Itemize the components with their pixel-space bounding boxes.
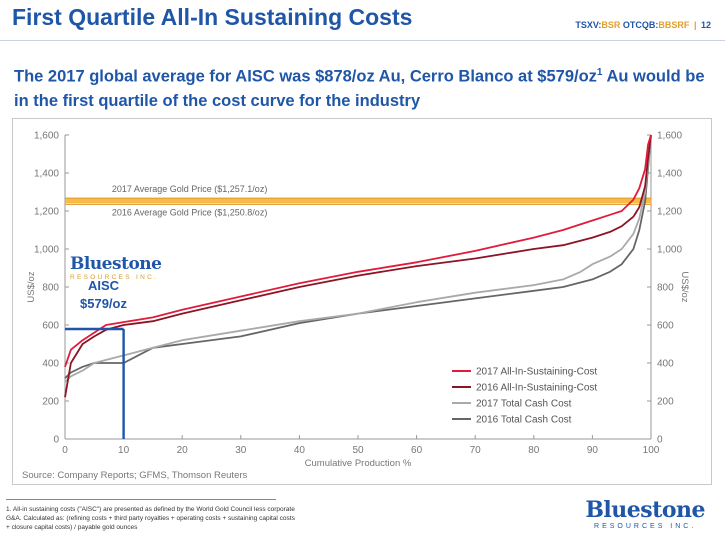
y-tick-label-left: 600 [42,321,59,332]
y-tick-label-right: 400 [657,359,674,370]
legend-item-aisc-2017-label: 2017 All-In-Sustaining-Cost [476,367,597,378]
company-logo: Bluestone RESOURCES INC. [585,497,705,530]
y-tick-label-left: 800 [42,283,59,294]
y-tick-label-left: 0 [53,435,59,446]
x-tick-label: 80 [528,445,540,456]
page-title: First Quartile All-In Sustaining Costs [12,4,413,30]
x-tick-label: 60 [411,445,423,456]
gold-price-band [65,198,651,204]
headline-text: The 2017 global average for AISC was $87… [14,67,597,86]
series-line-aisc-2017 [64,134,652,368]
y-tick-label-right: 800 [657,283,674,294]
aisc-annotation: AISC $579/oz [80,277,127,313]
y-tick-label-right: 600 [657,321,674,332]
chart-logo-subtitle: RESOURCES INC. [70,274,159,281]
y-tick-label-right: 200 [657,397,674,408]
gold-price-label-2016: 2016 Average Gold Price ($1,250.8/oz) [112,207,267,217]
company-logo-subtitle: RESOURCES INC. [594,523,697,530]
ticker-symbol-b: BBSRF [658,20,690,30]
y-axis-title-right: US$/oz [679,271,690,302]
company-logo-wordmark: Bluestone [585,497,705,523]
y-tick-label-left: 200 [42,397,59,408]
x-tick-label: 30 [235,445,247,456]
headline: The 2017 global average for AISC was $87… [14,61,714,113]
x-tick-label: 90 [587,445,599,456]
page-number: 12 [700,20,711,30]
legend-item-tcc-2016-label: 2016 Total Cash Cost [476,415,572,426]
ticker-exchange-b: OTCQB: [620,20,659,30]
x-tick-label: 20 [177,445,189,456]
x-tick-label: 70 [470,445,482,456]
y-tick-label-right: 1,000 [657,245,682,256]
footnote: 1. All-in sustaining costs ("AISC") are … [6,506,295,531]
series-line-tcc-2017 [64,134,652,383]
headline-footnote-mark: 1 [596,67,603,78]
y-tick-label-left: 1,200 [34,207,59,218]
y-tick-label-right: 1,400 [657,169,682,180]
series-line-tcc-2016 [64,134,652,379]
gold-price-label-2017: 2017 Average Gold Price ($1,257.1/oz) [112,184,267,194]
headline-tail: Au would be in the first quartile of the… [14,67,705,110]
ticker-line: TSXV:BSR OTCQB:BBSRF | 12 [575,20,711,30]
ticker-symbol-a: BSR [601,20,621,30]
source-note: Source: Company Reports; GFMS, Thomson R… [22,470,248,481]
legend-item-aisc-2016-label: 2016 All-In-Sustaining-Cost [476,383,597,394]
x-tick-label: 50 [352,445,364,456]
y-tick-label-right: 1,600 [657,131,682,142]
y-tick-label-left: 1,000 [34,245,59,256]
y-tick-label-left: 1,400 [34,169,59,180]
x-tick-label: 10 [118,445,130,456]
chart-frame [12,118,712,485]
title-divider [0,40,725,41]
chart-logo-wordmark: Bluestone [70,254,162,274]
series-line-aisc-2016 [64,134,652,398]
x-tick-label: 100 [643,445,660,456]
y-axis-title-left: US$/oz [26,271,37,302]
y-tick-label-right: 1,200 [657,207,682,218]
y-tick-label-left: 400 [42,359,59,370]
ticker-divider: | [693,20,697,30]
x-axis-title: Cumulative Production % [305,458,412,469]
aisc-annotation-value: $579/oz [80,296,127,311]
x-tick-label: 0 [62,445,68,456]
legend-item-tcc-2017-label: 2017 Total Cash Cost [476,399,572,410]
ticker-exchange-a: TSXV: [575,20,602,30]
aisc-annotation-title: AISC [87,278,120,293]
footnote-divider [6,499,276,500]
y-tick-label-right: 0 [657,435,663,446]
chart-logo: Bluestone RESOURCES INC. [70,254,162,281]
x-tick-label: 40 [294,445,306,456]
y-tick-label-left: 1,600 [34,131,59,142]
